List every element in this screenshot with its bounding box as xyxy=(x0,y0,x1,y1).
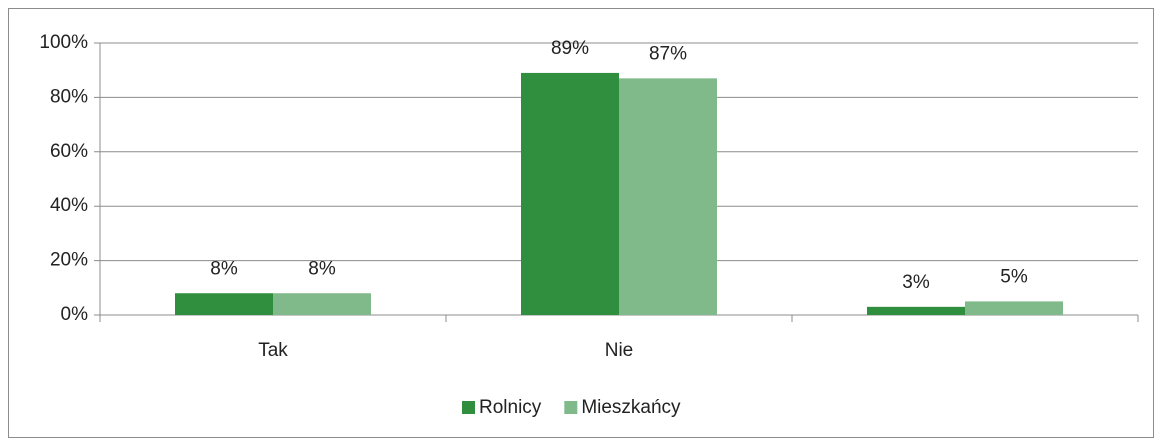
y-tick-label: 20% xyxy=(50,250,88,271)
bar xyxy=(273,293,371,315)
value-label: 3% xyxy=(902,272,930,293)
value-label: 89% xyxy=(551,38,589,59)
bar xyxy=(867,306,965,315)
x-tick-label: Tak xyxy=(258,340,288,361)
bar xyxy=(965,301,1063,315)
bar xyxy=(175,293,273,315)
x-tick-label: Nie xyxy=(605,340,634,361)
y-tick-label: 80% xyxy=(50,86,88,107)
y-tick-label: 60% xyxy=(50,141,88,162)
legend-swatch xyxy=(564,401,578,414)
value-label: 8% xyxy=(210,258,238,279)
value-label: 5% xyxy=(1000,266,1028,287)
value-label: 8% xyxy=(308,258,336,279)
y-tick-label: 40% xyxy=(50,195,88,216)
bar xyxy=(619,78,717,315)
y-tick-label: 0% xyxy=(61,304,89,325)
bar xyxy=(521,72,619,315)
value-label: 87% xyxy=(649,43,687,64)
legend-label: Rolnicy xyxy=(479,397,542,418)
legend-swatch xyxy=(462,401,475,414)
y-tick-label: 100% xyxy=(39,32,88,53)
legend-label: Mieszkańcy xyxy=(581,397,681,418)
